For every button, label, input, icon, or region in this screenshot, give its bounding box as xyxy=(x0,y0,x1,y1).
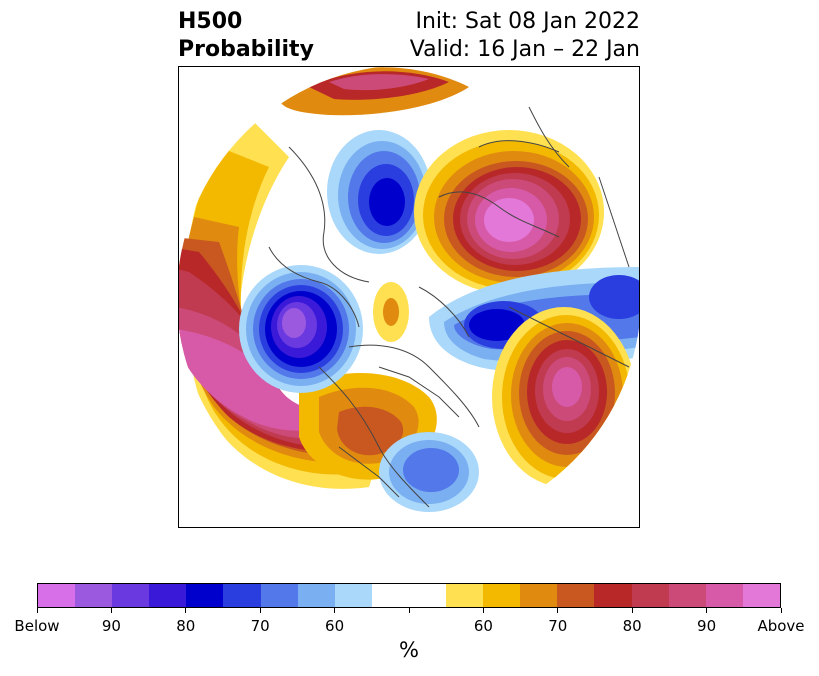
colorbar-tick-label: 60 xyxy=(325,617,345,635)
colorbar-cell xyxy=(557,584,595,607)
colorbar-cell xyxy=(371,584,409,607)
colorbar-tick xyxy=(482,608,484,613)
colorbar-cell xyxy=(297,584,335,607)
colorbar-cell xyxy=(149,584,187,607)
colorbar-tick xyxy=(36,608,38,613)
colorbar-cell xyxy=(223,584,261,607)
forecast-field xyxy=(179,67,639,527)
gulf-of-alaska-below-region xyxy=(239,265,363,393)
colorbar-tick xyxy=(631,608,633,613)
title-left: H500 Probability xyxy=(178,8,314,64)
colorbar-unit: % xyxy=(399,638,419,662)
title-variable: H500 xyxy=(178,9,243,34)
coastlines xyxy=(268,106,630,508)
colorbar-cell xyxy=(260,584,298,607)
colorbar-tick-label: 80 xyxy=(176,617,196,635)
colorbar-tick xyxy=(780,608,782,613)
colorbar-tick-label: 70 xyxy=(250,617,270,635)
siberia-above-region xyxy=(414,130,604,294)
colorbar-cell xyxy=(38,584,76,607)
colorbar-tick-label: 60 xyxy=(473,617,493,635)
southeast-us-below-region xyxy=(379,432,479,512)
colorbar-cell xyxy=(520,584,558,607)
colorbar-ticks xyxy=(36,608,782,614)
title-right: Init: Sat 08 Jan 2022 Valid: 16 Jan – 22… xyxy=(410,8,640,64)
colorbar-tick xyxy=(706,608,708,613)
colorbar-tick xyxy=(334,608,336,613)
colorbar-cell xyxy=(742,584,780,607)
colorbar-cell xyxy=(112,584,150,607)
bering-above-region xyxy=(373,282,409,342)
colorbar-tick-label: 90 xyxy=(101,617,121,635)
colorbar-tick-label: 90 xyxy=(697,617,717,635)
title-product: Probability xyxy=(178,37,314,62)
colorbar-cell xyxy=(334,584,372,607)
colorbar-cell xyxy=(186,584,224,607)
colorbar-cell xyxy=(705,584,743,607)
colorbar-cell xyxy=(75,584,113,607)
greenland-below-region xyxy=(327,130,431,254)
colorbar-tick xyxy=(557,608,559,613)
colorbar-cell xyxy=(408,584,447,607)
colorbar-cell xyxy=(631,584,669,607)
title-valid-range: Valid: 16 Jan – 22 Jan xyxy=(409,37,640,62)
colorbar-tick xyxy=(259,608,261,613)
colorbar-tick xyxy=(408,608,410,613)
colorbar-tick-label: 70 xyxy=(548,617,568,635)
probability-map xyxy=(179,67,639,527)
colorbar-tick xyxy=(185,608,187,613)
colorbar-cell xyxy=(446,584,484,607)
colorbar-tick-label: Below xyxy=(14,617,60,635)
colorbar-cell xyxy=(594,584,632,607)
title-init-date: Init: Sat 08 Jan 2022 xyxy=(415,9,640,34)
colorbar-cell xyxy=(483,584,521,607)
map-panel xyxy=(178,66,640,528)
colorbar xyxy=(37,583,781,608)
colorbar-tick-label: 80 xyxy=(622,617,642,635)
colorbar-cell xyxy=(668,584,706,607)
colorbar-tick xyxy=(110,608,112,613)
colorbar-tick-label: Above xyxy=(757,617,805,635)
